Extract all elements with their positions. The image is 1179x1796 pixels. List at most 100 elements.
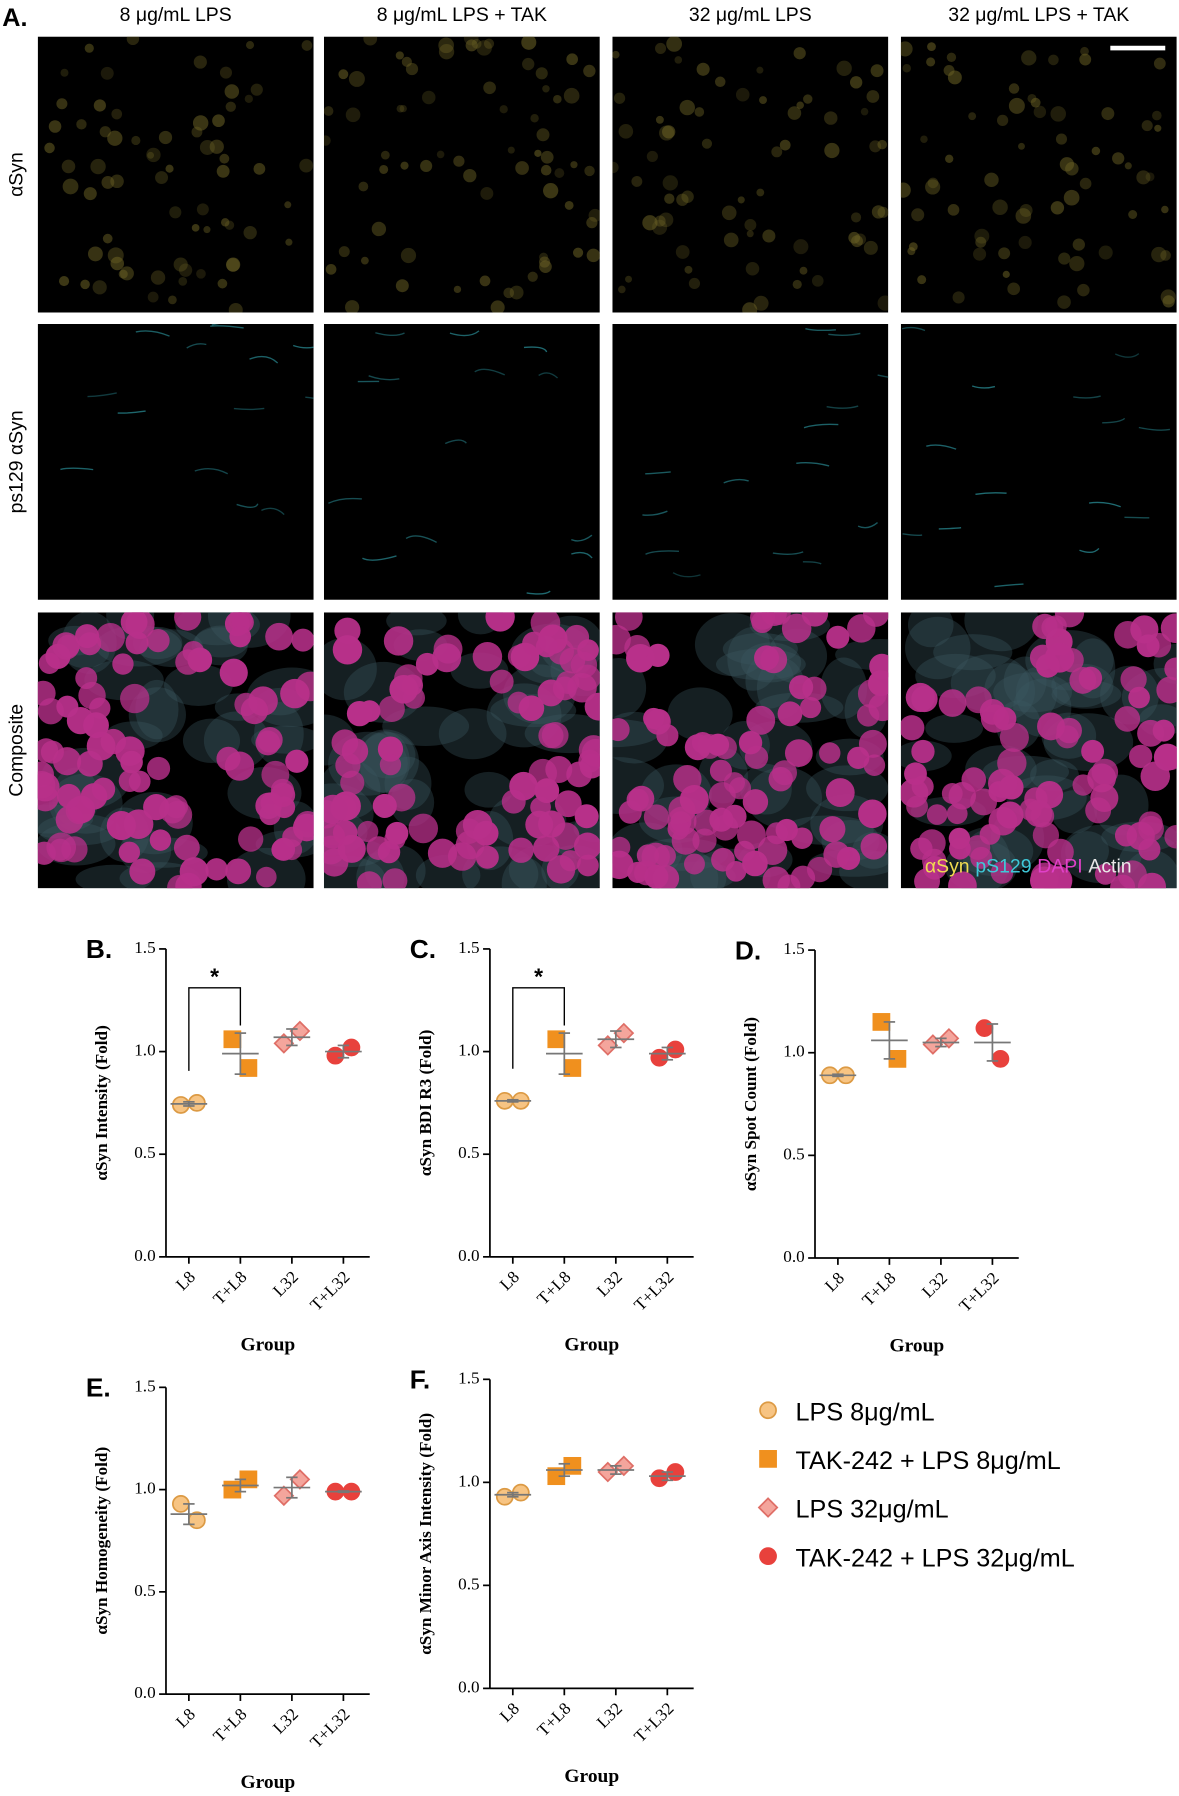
texture: [1058, 252, 1071, 265]
texture: [947, 70, 962, 85]
x-tick-label: T+L8: [209, 1705, 250, 1746]
texture: [694, 107, 705, 117]
texture: [990, 861, 1014, 884]
image-background: [37, 36, 314, 313]
y-tick-label: 1.5: [458, 1368, 479, 1387]
y-tick-label: 0.0: [458, 1677, 479, 1696]
texture: [84, 43, 94, 53]
texture: [1030, 866, 1059, 889]
texture: [848, 231, 861, 244]
texture: [860, 107, 869, 116]
texture: [118, 841, 141, 863]
texture: [191, 223, 200, 232]
texture: [363, 36, 378, 46]
texture: [709, 759, 732, 782]
texture: [499, 105, 508, 114]
texture: [249, 355, 279, 364]
texture: [684, 265, 693, 274]
y-axis-label: αSyn Homogeneity (Fold): [92, 1447, 111, 1635]
texture: [295, 671, 314, 702]
texture: [1102, 417, 1126, 424]
texture: [471, 38, 482, 49]
image-background: [612, 36, 889, 313]
texture: [129, 858, 156, 885]
texture: [802, 676, 827, 701]
y-tick-label: 0.5: [458, 1143, 479, 1162]
texture: [1136, 170, 1151, 185]
texture: [358, 181, 369, 192]
channel-name: αSyn: [925, 856, 970, 878]
texture: [490, 300, 505, 313]
texture: [1091, 758, 1119, 786]
x-axis-label: Group: [240, 1772, 295, 1793]
texture: [48, 838, 72, 861]
texture: [225, 858, 252, 885]
texture: [1050, 106, 1066, 122]
texture: [83, 712, 109, 739]
legend-label: LPS 32μg/mL: [796, 1496, 949, 1524]
texture: [174, 612, 202, 631]
texture: [265, 622, 293, 651]
texture: [464, 771, 514, 808]
texture: [371, 221, 387, 237]
texture: [224, 220, 235, 230]
texture: [405, 62, 419, 76]
texture: [194, 468, 229, 475]
texture: [902, 533, 923, 536]
texture: [346, 700, 373, 727]
texture: [744, 745, 769, 770]
texture: [56, 783, 82, 809]
texture: [111, 108, 123, 120]
texture: [1152, 719, 1175, 742]
texture: [573, 247, 584, 258]
texture: [509, 285, 524, 300]
texture: [588, 208, 600, 222]
texture: [474, 368, 506, 376]
texture: [618, 124, 634, 139]
data-point: [922, 1034, 944, 1055]
texture: [338, 246, 350, 258]
texture: [992, 199, 1008, 215]
x-tick-label: T+L32: [306, 1267, 353, 1314]
texture: [614, 612, 643, 631]
texture: [380, 150, 390, 160]
texture: [59, 276, 70, 287]
texture: [803, 94, 813, 104]
texture: [973, 247, 987, 261]
texture: [432, 643, 462, 673]
texture: [860, 833, 888, 860]
texture: [725, 861, 747, 882]
texture: [988, 781, 1010, 803]
texture: [210, 325, 244, 329]
texture: [613, 92, 626, 104]
texture: [377, 840, 401, 864]
texture: [871, 205, 886, 219]
texture: [236, 503, 259, 509]
texture: [662, 125, 676, 139]
texture: [765, 822, 788, 845]
texture: [38, 652, 61, 674]
texture: [1044, 643, 1075, 673]
texture: [475, 845, 499, 869]
texture: [996, 801, 1024, 829]
texture: [225, 101, 236, 112]
texture: [751, 612, 774, 634]
texture: [1033, 105, 1047, 119]
texture: [742, 789, 769, 815]
x-tick-label: T+L32: [630, 1267, 677, 1314]
texture: [563, 87, 580, 104]
texture: [1007, 282, 1021, 296]
texture: [723, 232, 739, 248]
micrograph: [37, 36, 314, 313]
texture: [219, 658, 248, 687]
texture: [762, 229, 776, 243]
data-point: [188, 1094, 206, 1112]
texture: [1008, 97, 1025, 114]
texture: [462, 809, 493, 840]
x-tick-label: T+L8: [533, 1699, 574, 1740]
texture: [220, 218, 230, 227]
texture: [158, 130, 173, 145]
texture: [292, 813, 314, 842]
micrograph: [612, 612, 889, 889]
